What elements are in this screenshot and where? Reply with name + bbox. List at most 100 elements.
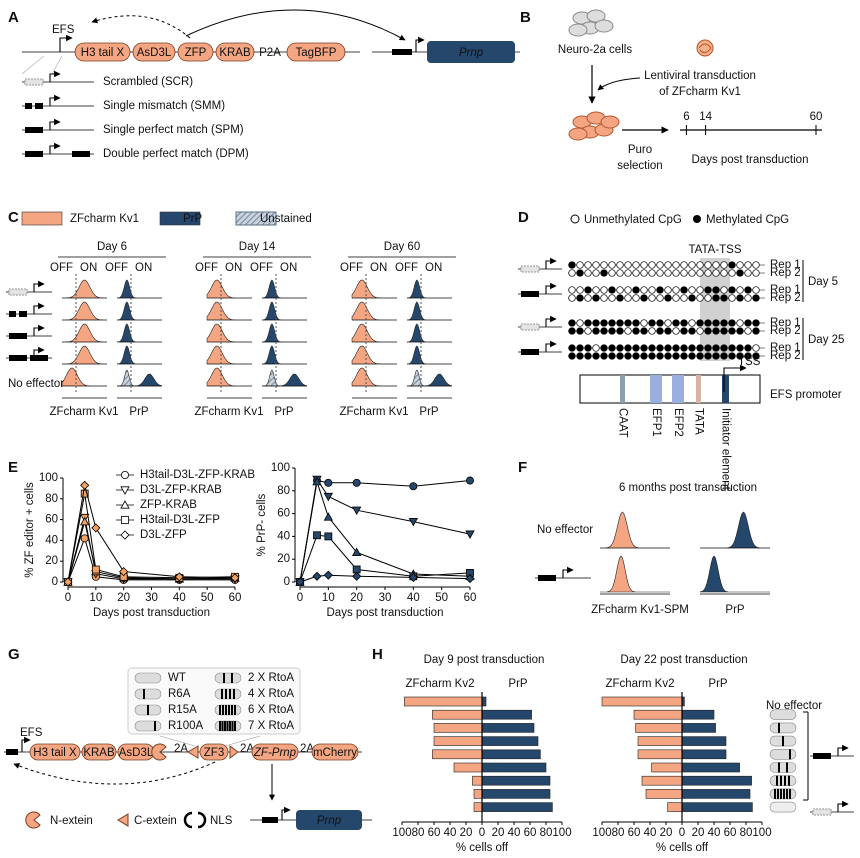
cell <box>600 115 620 129</box>
x-tick-label: 40 <box>508 827 521 839</box>
promoter-element <box>722 375 729 403</box>
cpg-site <box>672 286 680 294</box>
marker <box>80 516 90 526</box>
x-tick-label: 60 <box>628 827 641 839</box>
mutation-mark <box>783 788 785 799</box>
tss-arrow <box>723 364 747 392</box>
no-effector-label: No effector <box>8 378 64 390</box>
cpg-site <box>680 286 688 294</box>
cpg-site <box>568 269 576 277</box>
x-tick-label: 80 <box>412 827 425 839</box>
bar <box>681 775 752 786</box>
legend-swatch <box>159 211 201 226</box>
variant-icon <box>134 688 162 700</box>
x-axis-label: ZFcharm Kv1-SPM <box>591 604 689 616</box>
marker <box>408 572 418 583</box>
y-tick-label: 0 <box>52 576 58 588</box>
domain-label: H3 tail X <box>81 47 125 59</box>
marker <box>323 492 334 502</box>
marker <box>91 523 101 533</box>
cpg-site <box>616 261 624 269</box>
variant-icon <box>134 720 162 732</box>
legend-label: ZFP-KRAB <box>140 499 197 511</box>
guide-site <box>9 355 27 361</box>
mutation-mark <box>221 689 223 699</box>
histogram <box>206 367 252 387</box>
x-tick-label: 40 <box>407 592 420 604</box>
cpg-site <box>632 269 640 277</box>
cpg-site <box>584 294 592 302</box>
bar <box>681 749 727 760</box>
x-tick-label: 100 <box>752 827 771 839</box>
histogram <box>116 301 162 321</box>
cpg-site <box>672 344 680 352</box>
c-extein <box>229 745 239 759</box>
marker <box>121 470 130 479</box>
cpg-site <box>688 327 696 335</box>
marker <box>408 517 419 527</box>
mutation-mark <box>774 788 776 799</box>
cpg-site <box>712 269 720 277</box>
cpg-site <box>720 294 728 302</box>
mutation-mark <box>229 721 231 731</box>
cpg-site <box>624 319 632 327</box>
bar <box>635 723 683 733</box>
mutation-mark <box>789 749 791 760</box>
cpg-site <box>600 286 608 294</box>
cpg-site <box>712 319 720 327</box>
zoom-line <box>51 55 63 75</box>
histogram <box>206 301 252 321</box>
guide-site <box>9 333 27 339</box>
series-label: ZFcharm Kv2 <box>605 678 674 690</box>
cpg-site <box>712 286 720 294</box>
tss-arrow <box>49 142 61 154</box>
cpg-site <box>576 327 584 335</box>
cpg-site <box>608 286 616 294</box>
panel-letter: B <box>520 9 531 26</box>
legend-label: PrP <box>183 213 203 225</box>
cpg-site <box>632 327 640 335</box>
cpg-site <box>616 294 624 302</box>
bar <box>681 736 727 746</box>
histogram <box>62 323 107 343</box>
cpg-site <box>632 286 640 294</box>
gate-label: OFF <box>105 262 128 274</box>
cpg-site <box>648 286 656 294</box>
element-label: EFP2 <box>672 408 684 437</box>
cpg-site <box>680 269 688 277</box>
series-label: PrP <box>708 678 728 690</box>
guide-site <box>813 753 831 759</box>
mutation-mark <box>778 762 780 773</box>
cpg-site <box>568 327 576 335</box>
rep-label: Rep 2 <box>770 350 801 362</box>
domain-label: ZFP <box>185 47 207 59</box>
cpg-site <box>568 344 576 352</box>
linker-label: 2A <box>240 743 254 755</box>
cpg-site <box>736 261 744 269</box>
promoter-element <box>620 375 625 403</box>
gate-label: OFF <box>50 262 73 274</box>
x-tick-label: 30 <box>145 592 158 604</box>
guide-site <box>392 49 412 55</box>
histogram <box>206 279 252 299</box>
histogram <box>61 367 107 387</box>
cpg-site <box>672 261 680 269</box>
series-line <box>299 534 471 583</box>
histogram <box>206 345 252 365</box>
x-tick-label: 0 <box>479 827 485 839</box>
cpg-site <box>600 269 608 277</box>
cpg-site <box>688 286 696 294</box>
cpg-site <box>680 294 688 302</box>
rep-label: Rep 2 <box>770 325 801 337</box>
guide-site <box>262 817 278 823</box>
panel-letter: C <box>8 209 19 226</box>
bar <box>404 696 483 707</box>
cpg-site <box>640 327 648 335</box>
cpg-site <box>752 294 760 302</box>
cpg-site <box>672 352 680 360</box>
cpg-site <box>608 344 616 352</box>
guide-site <box>812 808 832 816</box>
series-line <box>67 493 236 583</box>
variant-box <box>127 667 301 735</box>
y-tick-label: 100 <box>271 462 290 474</box>
